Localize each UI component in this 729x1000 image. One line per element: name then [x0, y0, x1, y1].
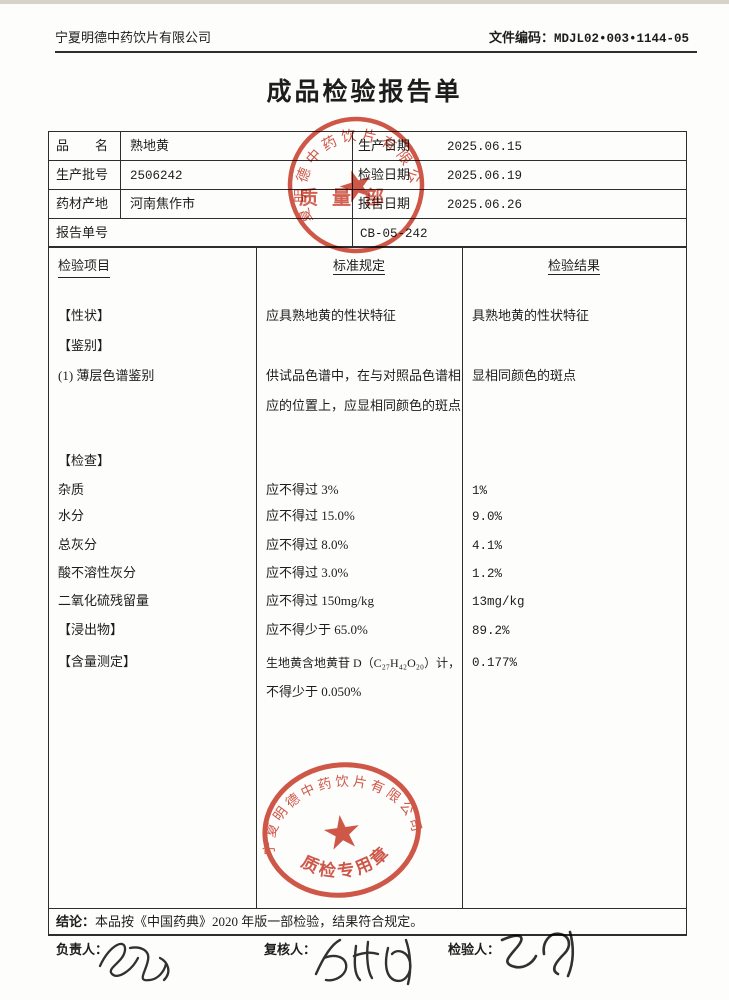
- table-line: [48, 908, 687, 909]
- row-item: 【浸出物】: [58, 622, 124, 637]
- table-line: [120, 131, 121, 218]
- row-item: 【性状】: [58, 308, 111, 323]
- row-item: 总灰分: [58, 537, 98, 552]
- table-line: [48, 189, 687, 190]
- row-result: 0.177%: [472, 656, 518, 670]
- table-line: [462, 247, 463, 908]
- label-batch-no: 生产批号: [56, 167, 109, 182]
- responsible-label: 负责人：: [56, 942, 109, 957]
- col-header-result: 检验结果: [547, 258, 600, 275]
- row-standard: 生地黄含地黄苷 D（C₂₇H₄₂O₂₀）计，: [266, 656, 461, 670]
- row-standard: 应具熟地黄的性状特征: [266, 308, 397, 323]
- star-icon: ★: [318, 804, 366, 860]
- row-result: 13mg/kg: [472, 595, 525, 609]
- table-line: [48, 218, 687, 219]
- conclusion-line: 结论：本品按《中国药典》2020 年版一部检验，结果符合规定。: [56, 912, 423, 932]
- value-product-name: 熟地黄: [130, 138, 170, 153]
- row-item: 酸不溶性灰分: [58, 565, 137, 580]
- label-report-no: 报告单号: [56, 225, 109, 240]
- stamp-ring: [287, 116, 425, 254]
- stamp-dept-text: 质量部: [299, 188, 399, 209]
- row-standard: 应不得过 8.0%: [266, 537, 349, 552]
- value-report-no: CB-05-242: [360, 227, 428, 241]
- table-line: [48, 131, 687, 132]
- signature-reviewer: [314, 938, 412, 986]
- doc-code-label: 文件编码：: [489, 30, 555, 45]
- table-line: [48, 160, 687, 161]
- signature-responsible: [98, 942, 170, 982]
- row-result: 1%: [472, 484, 488, 498]
- table-line: [48, 131, 49, 936]
- row-standard: 应的位置上，应显相同颜色的斑点: [266, 398, 462, 413]
- label-report-date: 报告日期: [358, 196, 411, 211]
- table-line: [686, 131, 687, 936]
- value-test-date: 2025.06.19: [447, 169, 523, 183]
- row-result: 显相同颜色的斑点: [472, 368, 577, 383]
- row-item: 水分: [58, 508, 85, 523]
- doc-code-value: MDJL02•003•1144-05: [554, 32, 690, 46]
- page-title: 成品检验报告单: [266, 79, 463, 106]
- col-header-item: 检验项目: [58, 256, 111, 278]
- value-report-date: 2025.06.26: [447, 198, 523, 212]
- col-header-standard: 标准规定: [332, 258, 385, 275]
- row-standard: 应不得过 3.0%: [266, 565, 349, 580]
- header-rule: [55, 51, 697, 53]
- row-result: 1.2%: [472, 567, 503, 581]
- value-batch-no: 2506242: [130, 169, 183, 183]
- value-production-date: 2025.06.15: [447, 140, 523, 154]
- doc-code: 文件编码：MDJL02•003•1144-05: [489, 28, 689, 49]
- reviewer-label: 复核人：: [264, 942, 317, 957]
- row-standard: 应不得过 150mg/kg: [266, 593, 374, 608]
- row-result: 具熟地黄的性状特征: [472, 308, 590, 323]
- row-item: (1) 薄层色谱鉴别: [58, 368, 155, 383]
- row-item: 二氧化硫残留量: [58, 593, 150, 608]
- value-origin: 河南焦作市: [130, 196, 196, 211]
- row-result: 4.1%: [472, 539, 503, 553]
- table-line: [352, 131, 353, 247]
- label-origin: 药材产地: [56, 196, 109, 211]
- row-standard: 不得少于 0.050%: [266, 684, 362, 699]
- label-production-date: 生产日期: [358, 138, 411, 153]
- scan-edge-strip: [0, 0, 729, 4]
- company-name: 宁夏明德中药饮片有限公司: [55, 30, 212, 45]
- stamp-ring: [262, 762, 422, 898]
- table-line: [48, 934, 687, 936]
- inspector-label: 检验人：: [448, 942, 501, 957]
- row-item: 杂质: [58, 482, 85, 497]
- label-product-name: 品 名: [56, 138, 109, 153]
- row-standard: 应不得过 15.0%: [266, 508, 355, 523]
- row-item: 【鉴别】: [58, 338, 111, 353]
- quality-dept-stamp: 宁夏明德中药饮片有限公司 ★: [276, 100, 425, 254]
- qc-special-stamp: 宁夏明德中药饮片有限公司 质检专用章 ★: [256, 762, 426, 898]
- row-result: 89.2%: [472, 624, 510, 638]
- row-result: 9.0%: [472, 510, 503, 524]
- table-line: [48, 246, 687, 248]
- conclusion-text: 本品按《中国药典》2020 年版一部检验，结果符合规定。: [95, 914, 424, 929]
- table-line: [256, 247, 257, 908]
- conclusion-label: 结论：: [56, 914, 96, 929]
- label-test-date: 检验日期: [358, 167, 411, 182]
- row-standard: 供试品色谱中，在与对照品色谱相: [266, 368, 462, 383]
- row-standard: 应不得过 3%: [266, 482, 339, 497]
- signature-inspector: [500, 930, 575, 978]
- row-item: 【含量测定】: [58, 654, 137, 669]
- row-item: 【检查】: [58, 453, 111, 468]
- row-standard: 应不得少于 65.0%: [266, 622, 368, 637]
